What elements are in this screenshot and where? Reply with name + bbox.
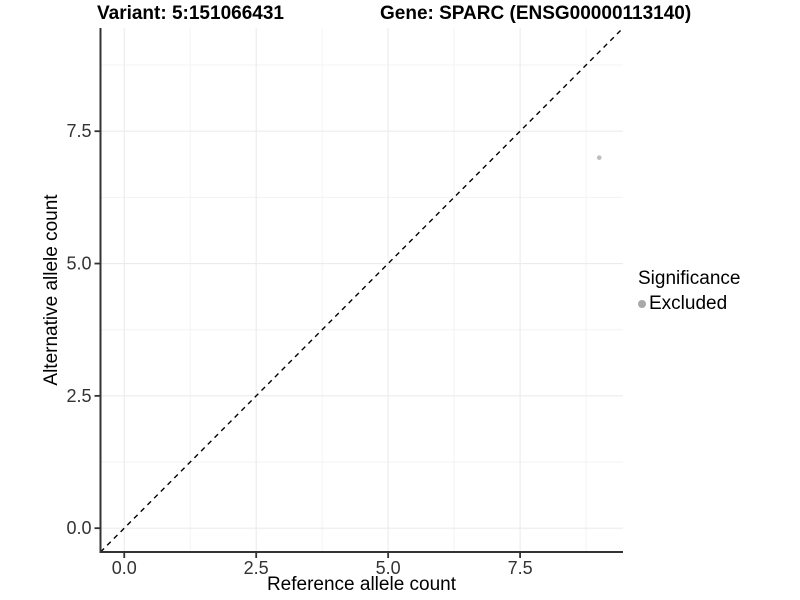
- y-axis-title: Alternative allele count: [41, 194, 62, 386]
- legend: Significance Excluded: [638, 268, 740, 315]
- data-point: [596, 155, 602, 160]
- legend-title: Significance: [638, 268, 741, 289]
- legend-entry-excluded: Excluded: [638, 293, 740, 315]
- x-tick-label: 2.5: [244, 558, 269, 578]
- y-tick-label: 2.5: [66, 386, 91, 406]
- plot-title-gene: Gene: SPARC (ENSG00000113140): [380, 3, 692, 24]
- y-tick-label: 7.5: [66, 121, 91, 141]
- y-tick-label: 0.0: [66, 518, 91, 538]
- legend-key-dot: [638, 300, 646, 308]
- legend-entry-label: Excluded: [649, 293, 728, 314]
- x-tick-label: 7.5: [508, 558, 533, 578]
- x-tick-label: 5.0: [376, 558, 401, 578]
- identity-dashed-line: [100, 27, 624, 553]
- y-tick-label: 5.0: [66, 254, 91, 274]
- x-tick-label: 0.0: [112, 558, 137, 578]
- x-axis-title: Reference allele count: [266, 574, 457, 595]
- plot-title-variant: Variant: 5:151066431: [97, 3, 284, 24]
